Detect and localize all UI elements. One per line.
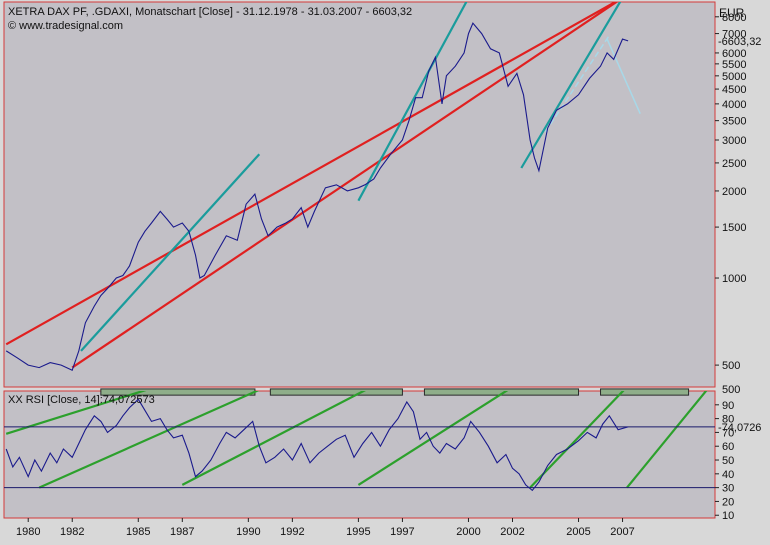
price-y-tick-label: 5500 bbox=[722, 59, 746, 71]
price-trendline bbox=[606, 38, 641, 115]
x-tick-label: 2007 bbox=[610, 526, 634, 538]
price-trendline bbox=[71, 2, 619, 369]
price-y-tick-label-partial: 500 bbox=[722, 384, 740, 396]
rsi-y-tick-label: 10 bbox=[722, 510, 734, 522]
rsi-reference-lines bbox=[4, 426, 715, 489]
x-tick-label: 1985 bbox=[126, 526, 150, 538]
rsi-chart-title: XX RSI [Close, 14]:74,072573 bbox=[8, 394, 155, 406]
price-y-tick-label: 5000 bbox=[722, 71, 746, 83]
price-y-tick-label: 4000 bbox=[722, 99, 746, 111]
x-tick-label: 1997 bbox=[390, 526, 414, 538]
rsi-series-line bbox=[5, 398, 629, 492]
price-y-tick-label: 2500 bbox=[722, 158, 746, 170]
price-y-tick-label: 1000 bbox=[722, 273, 746, 285]
rsi-trendline bbox=[5, 391, 147, 435]
rsi-trendline bbox=[529, 391, 625, 489]
x-tick-label: 2000 bbox=[456, 526, 480, 538]
x-tick-label: 1980 bbox=[16, 526, 40, 538]
rsi-plot-area bbox=[3, 390, 716, 519]
price-y-tick-label: 3000 bbox=[722, 135, 746, 147]
rsi-y-tick-label: 20 bbox=[722, 496, 734, 508]
rsi-y-tick-label: 50 bbox=[722, 455, 734, 467]
x-tick-label: 1982 bbox=[60, 526, 84, 538]
x-tick-label: 2002 bbox=[500, 526, 524, 538]
rsi-y-tick-label: 60 bbox=[722, 441, 734, 453]
x-axis: 1980 1982 1985 1987 1990 1992 1995 1997 2000 2002… bbox=[16, 518, 635, 538]
rsi-y-tick-label: 30 bbox=[722, 483, 734, 495]
price-y-tick-label: 8000 bbox=[722, 12, 746, 24]
price-y-tick-label: 4500 bbox=[722, 84, 746, 96]
rsi-trendline bbox=[38, 391, 260, 489]
price-axis-unit: EUR bbox=[719, 6, 745, 20]
x-tick-label: 1995 bbox=[346, 526, 370, 538]
x-tick-label: 2005 bbox=[566, 526, 590, 538]
price-panel: XETRA DAX PF, .GDAXI, Monatschart [Close… bbox=[3, 1, 761, 396]
rsi-y-tick-label: 70 bbox=[722, 427, 734, 439]
x-tick-label: 1990 bbox=[236, 526, 260, 538]
price-series-line bbox=[5, 22, 629, 371]
price-chart-title: XETRA DAX PF, .GDAXI, Monatschart [Close… bbox=[8, 6, 412, 18]
rsi-resistance-box bbox=[269, 388, 403, 396]
rsi-y-tick-label: 80 bbox=[722, 414, 734, 426]
price-chart-source: © www.tradesignal.com bbox=[8, 20, 123, 32]
rsi-y-tick-label: 40 bbox=[722, 469, 734, 481]
rsi-trendline bbox=[626, 391, 708, 489]
price-y-tick-label: 7000 bbox=[722, 29, 746, 41]
price-series bbox=[5, 22, 629, 371]
x-tick-label: 1992 bbox=[280, 526, 304, 538]
rsi-trendline bbox=[357, 391, 509, 486]
rsi-series bbox=[5, 398, 629, 492]
rsi-y-tick-label: 90 bbox=[722, 400, 734, 412]
price-y-axis: 5001000150020002500300035004000450050005… bbox=[715, 12, 761, 396]
x-tick-label: 1987 bbox=[170, 526, 194, 538]
rsi-resistance-boxes bbox=[100, 388, 690, 396]
price-y-tick-label: 1500 bbox=[722, 222, 746, 234]
price-y-tick-label: 500 bbox=[722, 360, 740, 372]
price-trendline bbox=[520, 2, 622, 169]
price-y-tick-label: 6000 bbox=[722, 48, 746, 60]
price-trendline bbox=[80, 153, 261, 352]
price-y-tick-label: 3500 bbox=[722, 116, 746, 128]
price-trendline bbox=[357, 2, 468, 202]
rsi-trendlines bbox=[5, 391, 708, 489]
price-trendline bbox=[544, 34, 610, 133]
price-plot-area bbox=[3, 1, 716, 388]
price-y-tick-label: 2000 bbox=[722, 186, 746, 198]
rsi-trendline bbox=[181, 391, 366, 486]
price-last-value-label: -6603,32 bbox=[718, 36, 761, 48]
rsi-resistance-box bbox=[600, 388, 690, 396]
rsi-last-value-label: -74,0726 bbox=[718, 422, 761, 434]
